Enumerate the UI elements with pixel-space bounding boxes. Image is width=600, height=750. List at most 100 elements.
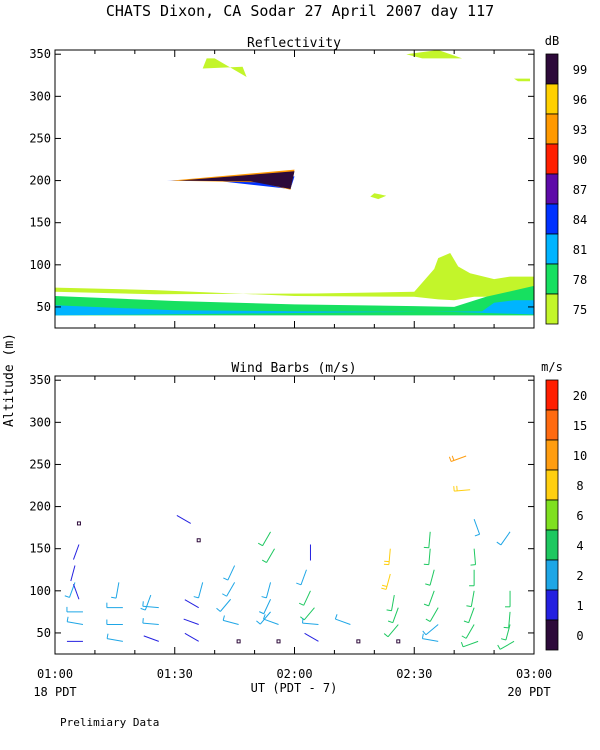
wind-barb bbox=[429, 569, 435, 586]
y-tick-label: 350 bbox=[29, 373, 51, 387]
wind-barb-feather bbox=[193, 596, 199, 599]
wind-barb-feather bbox=[474, 533, 480, 537]
wind-barb bbox=[473, 548, 477, 565]
colorbar-label: 87 bbox=[573, 183, 587, 197]
wind-barb-calm bbox=[396, 639, 401, 644]
wind-barb bbox=[142, 605, 159, 609]
colorbar-swatch bbox=[545, 589, 559, 621]
wind-barb bbox=[429, 607, 439, 622]
wind-barb bbox=[73, 584, 80, 600]
wind-barb-feather bbox=[500, 638, 507, 641]
wind-axes: 50 100 150 200 250 300 350 01:00 01:30 02:00 02:30… bbox=[29, 373, 552, 681]
reflectivity-region-75 bbox=[514, 78, 530, 82]
wind-barb-feather bbox=[257, 542, 263, 547]
wind-barb-feather bbox=[66, 616, 69, 622]
wind-barb bbox=[388, 548, 391, 565]
colorbar-label: 6 bbox=[576, 509, 583, 523]
wind-barb-calm bbox=[76, 521, 81, 526]
colorbar-swatch bbox=[545, 499, 559, 531]
reflectivity-region-75 bbox=[202, 58, 247, 77]
wind-barb bbox=[302, 622, 319, 626]
colorbar-label: 0 bbox=[576, 629, 583, 643]
wind-barb-feather bbox=[256, 620, 261, 625]
wind-barb bbox=[265, 582, 272, 598]
wind-barb bbox=[468, 607, 475, 623]
colorbar-label: 90 bbox=[573, 153, 587, 167]
reflectivity-region-75 bbox=[406, 50, 463, 59]
reflectivity-region-78 bbox=[55, 285, 534, 316]
y-tick-label: 50 bbox=[37, 626, 51, 640]
colorbar-label: 78 bbox=[573, 273, 587, 287]
wind-barb bbox=[227, 565, 236, 581]
colorbar-swatch bbox=[545, 203, 559, 235]
y-tick-label: 50 bbox=[37, 300, 51, 314]
colorbar-unit: dB bbox=[545, 34, 559, 48]
colorbar-swatch bbox=[545, 233, 559, 265]
wind-barb bbox=[115, 582, 120, 599]
wind-barb bbox=[259, 611, 271, 625]
y-tick-label: 150 bbox=[29, 542, 51, 556]
x-left-note: 18 PDT bbox=[33, 685, 76, 699]
y-tick-label: 250 bbox=[29, 457, 51, 471]
x-tick-label: 03:00 bbox=[516, 667, 552, 681]
wind-barb bbox=[425, 624, 439, 636]
wind-barb bbox=[387, 624, 399, 638]
wind-barb-feather bbox=[461, 635, 467, 639]
wind-barb-feather bbox=[140, 607, 146, 611]
wind-barb bbox=[385, 573, 391, 590]
wind-barb bbox=[107, 638, 123, 642]
wind-barb-calm bbox=[356, 639, 361, 644]
wind-barb bbox=[223, 619, 239, 625]
wind-barb-feather bbox=[261, 596, 267, 599]
wind-barb-feather bbox=[497, 644, 501, 650]
colorbar-swatch bbox=[545, 53, 559, 85]
wind-barb-feather bbox=[425, 618, 431, 622]
wind-barb-feather bbox=[463, 620, 469, 624]
wind-barb-feather bbox=[425, 583, 431, 586]
colorbar-label: 99 bbox=[573, 63, 587, 77]
wind-barb-calm bbox=[276, 639, 281, 644]
wind-barb-feather bbox=[421, 633, 424, 639]
wind-barb bbox=[226, 582, 236, 597]
wind-barb-feather bbox=[298, 602, 304, 606]
wind-barb bbox=[304, 632, 319, 642]
colorbar-label: 2 bbox=[576, 569, 583, 583]
wind-barb bbox=[70, 565, 76, 582]
colorbar-swatch bbox=[545, 469, 559, 501]
wind-barb-calm bbox=[236, 639, 241, 644]
wind-barb-feather bbox=[222, 593, 227, 597]
colorbar-label: 1 bbox=[576, 599, 583, 613]
wind-barb-feather bbox=[466, 605, 472, 608]
wind-barb bbox=[428, 548, 431, 565]
wind-barb-feather bbox=[334, 614, 338, 620]
wind-barbs bbox=[64, 455, 515, 650]
reflectivity-region-81 bbox=[55, 300, 534, 316]
y-tick-label: 300 bbox=[29, 415, 51, 429]
reflectivity-region-75 bbox=[370, 193, 387, 200]
wind-barb bbox=[198, 582, 204, 598]
colorbar-swatch bbox=[545, 173, 559, 205]
x-tick-label: 02:30 bbox=[396, 667, 432, 681]
colorbar-swatch bbox=[545, 529, 559, 561]
reflectivity-region-75 bbox=[55, 253, 534, 301]
y-tick-label: 150 bbox=[29, 216, 51, 230]
wind-barb bbox=[428, 590, 435, 607]
x-tick-label: 01:30 bbox=[157, 667, 193, 681]
reflectivity-panel-title: Reflectivity bbox=[247, 36, 341, 51]
colorbar-swatch bbox=[545, 143, 559, 175]
x-axis-label: UT (PDT - 7) bbox=[251, 681, 338, 695]
wind-barb-feather bbox=[223, 577, 229, 581]
wind-barb bbox=[473, 519, 481, 535]
y-tick-label: 250 bbox=[29, 131, 51, 145]
colorbar-label: 93 bbox=[573, 123, 587, 137]
wind-barb bbox=[470, 590, 475, 607]
y-tick-label: 100 bbox=[29, 258, 51, 272]
colorbar-swatch bbox=[545, 83, 559, 115]
colorbar-label: 20 bbox=[573, 389, 587, 403]
wind-barb bbox=[183, 618, 199, 625]
reflectivity-colorbar: dB 99 96 93 90 87 84 81 78 75 bbox=[545, 34, 587, 325]
wind-barb bbox=[142, 622, 159, 626]
wind-barb bbox=[144, 594, 152, 611]
reflectivity-axes: 50 100 150 200 250 300 350 bbox=[29, 47, 535, 328]
wind-barb-feather bbox=[261, 559, 267, 563]
